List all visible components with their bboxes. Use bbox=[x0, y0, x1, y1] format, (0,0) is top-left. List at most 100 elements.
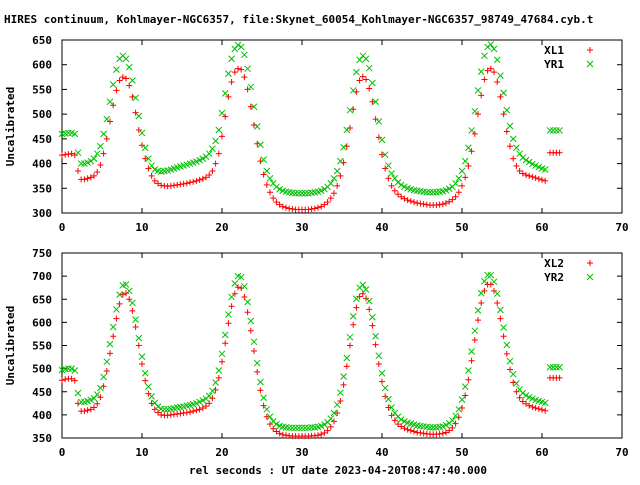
data-point bbox=[465, 163, 472, 170]
x-tick-label: 0 bbox=[59, 221, 66, 234]
data-point bbox=[398, 423, 405, 430]
data-point bbox=[238, 66, 245, 73]
data-point bbox=[549, 363, 557, 371]
data-point bbox=[523, 400, 529, 407]
data-point bbox=[321, 201, 328, 208]
data-point bbox=[346, 106, 354, 114]
data-point bbox=[247, 83, 255, 91]
data-point bbox=[116, 300, 123, 307]
x-tick-label: 40 bbox=[375, 221, 388, 234]
data-point bbox=[439, 201, 446, 208]
data-point bbox=[321, 421, 328, 428]
data-point bbox=[378, 369, 386, 377]
data-point bbox=[429, 424, 437, 431]
data-point bbox=[334, 182, 341, 189]
data-point bbox=[231, 45, 239, 53]
data-point bbox=[404, 426, 411, 433]
data-point bbox=[363, 76, 369, 83]
data-point bbox=[491, 69, 497, 76]
data-point bbox=[241, 293, 248, 300]
data-point bbox=[267, 189, 273, 196]
data-point bbox=[196, 406, 203, 413]
data-point bbox=[257, 141, 264, 149]
data-point bbox=[107, 350, 113, 357]
x-tick-label: 0 bbox=[59, 446, 66, 459]
data-point bbox=[107, 118, 113, 125]
data-point bbox=[349, 313, 357, 320]
data-point bbox=[398, 193, 405, 200]
plot-panels: 0 10 20 30 40 50 60 70300350400450500550600650U… bbox=[4, 34, 629, 459]
data-point bbox=[500, 89, 507, 97]
data-point bbox=[519, 398, 526, 405]
data-point bbox=[151, 177, 158, 184]
data-point bbox=[199, 155, 207, 162]
data-point bbox=[65, 129, 72, 137]
data-point bbox=[148, 400, 155, 407]
data-point bbox=[477, 68, 485, 75]
data-point bbox=[263, 413, 270, 420]
x-tick-label: 70 bbox=[615, 446, 628, 459]
data-point bbox=[353, 68, 360, 76]
data-point bbox=[74, 389, 82, 397]
data-point bbox=[215, 150, 222, 157]
data-point bbox=[71, 377, 78, 384]
data-point bbox=[110, 333, 117, 340]
data-point bbox=[529, 173, 536, 180]
data-point bbox=[443, 429, 449, 436]
data-point bbox=[209, 167, 216, 174]
data-point bbox=[129, 307, 136, 314]
data-point bbox=[481, 277, 488, 285]
data-point bbox=[337, 398, 344, 404]
data-point bbox=[509, 135, 517, 143]
data-point bbox=[446, 198, 453, 205]
data-point bbox=[397, 416, 405, 423]
data-point bbox=[225, 320, 232, 327]
data-point bbox=[187, 409, 193, 416]
data-point bbox=[452, 179, 459, 187]
data-point bbox=[553, 127, 560, 134]
data-point bbox=[442, 421, 450, 429]
data-point bbox=[372, 98, 379, 106]
data-point bbox=[87, 157, 95, 165]
data-point bbox=[90, 155, 98, 162]
data-point bbox=[129, 299, 136, 307]
data-point bbox=[113, 315, 120, 322]
data-point bbox=[100, 383, 107, 390]
data-point bbox=[59, 377, 65, 384]
data-point bbox=[546, 127, 554, 134]
plot-frame bbox=[61, 39, 623, 214]
data-point bbox=[135, 334, 143, 342]
data-point bbox=[385, 162, 392, 169]
data-point bbox=[132, 316, 139, 323]
x-tick-label: 70 bbox=[615, 221, 628, 234]
data-point bbox=[378, 136, 386, 144]
data-point bbox=[154, 403, 162, 410]
data-point bbox=[228, 79, 235, 86]
data-point bbox=[391, 417, 398, 424]
data-point bbox=[206, 171, 213, 178]
data-point bbox=[353, 304, 360, 311]
data-point bbox=[87, 396, 95, 404]
data-point bbox=[199, 397, 207, 404]
data-point bbox=[327, 179, 335, 187]
data-point bbox=[455, 405, 463, 413]
data-point bbox=[138, 353, 146, 360]
data-point bbox=[475, 317, 481, 324]
data-point bbox=[97, 384, 104, 392]
data-point bbox=[497, 315, 504, 322]
data-point bbox=[145, 383, 152, 391]
data-point bbox=[542, 407, 549, 414]
data-point bbox=[468, 348, 475, 355]
data-point bbox=[333, 167, 341, 175]
data-point bbox=[556, 363, 563, 371]
data-point bbox=[273, 420, 280, 428]
data-point bbox=[247, 327, 254, 334]
data-point bbox=[244, 86, 251, 93]
data-point bbox=[471, 107, 479, 115]
x-tick-label: 50 bbox=[455, 221, 468, 234]
data-point bbox=[215, 367, 223, 374]
data-point bbox=[68, 365, 75, 372]
data-point bbox=[468, 127, 475, 134]
plot-panel-2: 0 10 20 30 40 50 60 70 350 400 450 500 550 600 650 700 7… bbox=[4, 247, 629, 459]
